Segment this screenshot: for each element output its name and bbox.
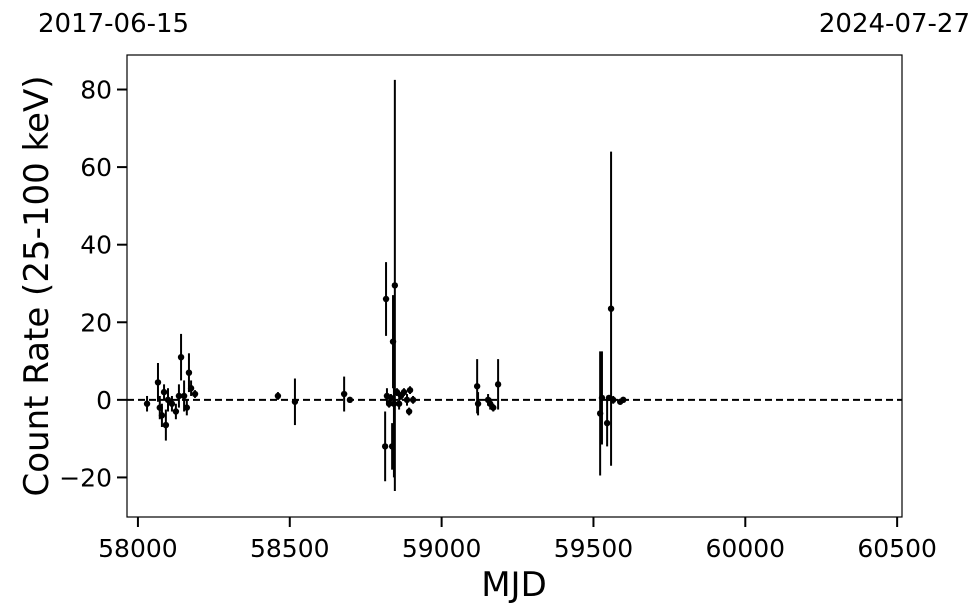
y-tick-label: −20 xyxy=(59,463,112,492)
data-point xyxy=(385,400,393,407)
data-point xyxy=(403,396,411,404)
x-axis-label: MJD xyxy=(481,565,547,605)
data-point xyxy=(340,390,348,398)
data-point xyxy=(191,390,199,398)
x-tick-label: 59000 xyxy=(402,534,482,563)
data-point xyxy=(154,379,162,386)
data-point xyxy=(603,419,611,427)
start-date-label: 2017-06-15 xyxy=(38,9,189,39)
data-point xyxy=(177,353,185,361)
data-point xyxy=(409,396,417,404)
x-tick-label: 58500 xyxy=(250,534,330,563)
y-tick-label: 0 xyxy=(96,386,112,415)
data-point xyxy=(175,392,183,400)
data-point xyxy=(395,400,403,407)
data-point xyxy=(609,396,617,404)
data-point xyxy=(185,369,193,376)
data-point xyxy=(393,388,401,396)
data-point xyxy=(162,421,170,429)
data-point xyxy=(183,404,191,411)
data-point xyxy=(274,392,282,400)
data-point xyxy=(490,404,497,411)
y-axis-label: Count Rate (25-100 keV) xyxy=(17,76,57,497)
data-point xyxy=(607,305,615,312)
data-point xyxy=(406,386,414,394)
data-point xyxy=(180,392,188,400)
data-point xyxy=(160,388,168,396)
data-point xyxy=(400,388,408,396)
x-tick-label: 58000 xyxy=(98,534,178,563)
data-point xyxy=(381,443,389,450)
data-point xyxy=(346,396,354,404)
x-tick-label: 59500 xyxy=(554,534,634,563)
y-tick-label: 60 xyxy=(80,153,112,182)
y-tick-label: 80 xyxy=(80,76,112,105)
data-point xyxy=(391,282,399,289)
data-point xyxy=(382,295,390,303)
data-point xyxy=(291,398,299,405)
data-point xyxy=(387,394,395,402)
data-point xyxy=(168,400,176,407)
data-point xyxy=(405,408,413,415)
data-point xyxy=(172,408,180,415)
plot-frame xyxy=(126,54,903,518)
data-point xyxy=(474,400,482,407)
data-point xyxy=(473,383,481,390)
end-date-label: 2024-07-27 xyxy=(819,9,970,39)
data-point xyxy=(620,396,627,404)
x-tick-label: 60000 xyxy=(706,534,786,563)
data-point xyxy=(164,396,172,404)
y-tick-label: 40 xyxy=(80,231,112,260)
data-point xyxy=(143,400,151,407)
data-point xyxy=(187,385,195,392)
data-point xyxy=(158,412,166,419)
x-tick-label: 60500 xyxy=(857,534,937,563)
data-point xyxy=(598,394,606,402)
y-tick-label: 20 xyxy=(80,308,112,337)
data-point xyxy=(494,381,502,388)
